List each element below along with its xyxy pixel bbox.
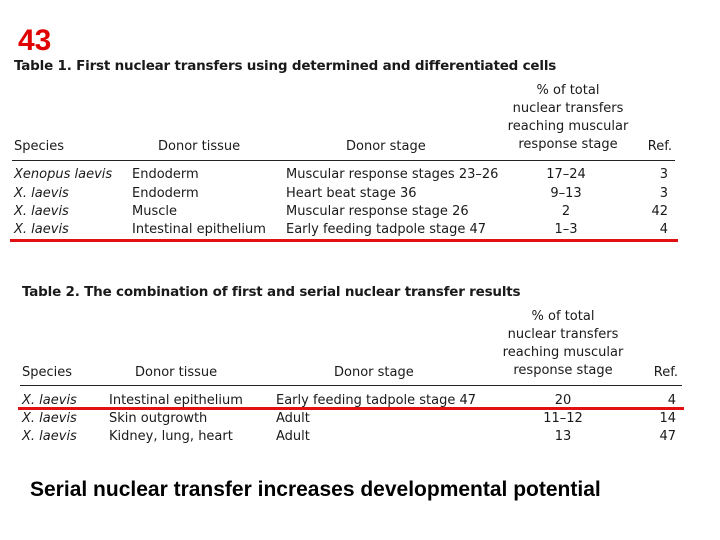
cell-donor-stage: Early feeding tadpole stage 47 (276, 393, 477, 408)
table-2-title: Table 2. The combination of first and se… (22, 284, 521, 300)
cell-species: X. laevis (22, 393, 77, 408)
header-line: reaching muscular (507, 119, 629, 134)
header-line: nuclear transfers (512, 101, 624, 116)
cell-donor-tissue: Muscle (132, 204, 177, 219)
cell-donor-tissue: Endoderm (132, 186, 199, 201)
cell-donor-stage: Muscular response stage 26 (286, 204, 469, 219)
cell-donor-tissue: Endoderm (132, 167, 199, 182)
cell-ref: 4 (659, 222, 668, 237)
header-line: response stage (518, 137, 618, 152)
table-1-header-donor-tissue: Donor tissue (158, 139, 241, 154)
cell-species: X. laevis (22, 411, 77, 426)
cell-donor-stage: Adult (276, 411, 310, 426)
table-2-highlight-line (18, 407, 684, 410)
cell-species: X. laevis (14, 186, 69, 201)
cell-percent: 11–12 (543, 411, 583, 426)
cell-donor-tissue: Kidney, lung, heart (109, 429, 233, 444)
cell-percent: 17–24 (546, 167, 586, 182)
table-1-highlight-line (10, 239, 678, 242)
table-2-header-ref: Ref. (653, 365, 678, 380)
cell-donor-stage: Muscular response stages 23–26 (286, 167, 499, 182)
cell-species: X. laevis (22, 429, 77, 444)
table-2-header-rule (20, 385, 682, 386)
slide-number: 43 (18, 24, 52, 57)
table-1-header-rule (12, 160, 675, 161)
cell-percent: 1–3 (554, 222, 578, 237)
table-1-header-percent: % of total nuclear transfers reaching mu… (508, 82, 629, 154)
header-line: nuclear transfers (507, 327, 619, 342)
cell-ref: 3 (659, 186, 668, 201)
cell-percent: 20 (554, 393, 572, 408)
cell-donor-tissue: Intestinal epithelium (132, 222, 266, 237)
slide-caption: Serial nuclear transfer increases develo… (30, 478, 601, 501)
table-2-header-donor-stage: Donor stage (334, 365, 414, 380)
cell-ref: 14 (659, 411, 676, 426)
cell-donor-stage: Adult (276, 429, 310, 444)
header-line: reaching muscular (502, 345, 624, 360)
cell-percent: 13 (554, 429, 572, 444)
cell-donor-tissue: Intestinal epithelium (109, 393, 243, 408)
table-1-header-ref: Ref. (647, 139, 672, 154)
table-2-header-species: Species (22, 365, 73, 380)
table-2-header-percent: % of total nuclear transfers reaching mu… (503, 308, 624, 380)
header-line: response stage (513, 363, 613, 378)
cell-species: X. laevis (14, 222, 69, 237)
cell-ref: 4 (667, 393, 676, 408)
cell-ref: 3 (659, 167, 668, 182)
table-1-title: Table 1. First nuclear transfers using d… (14, 58, 557, 74)
cell-species: X. laevis (14, 204, 69, 219)
header-line: % of total (536, 83, 600, 98)
cell-species: Xenopus laevis (14, 167, 113, 182)
cell-ref: 42 (651, 204, 668, 219)
cell-donor-stage: Early feeding tadpole stage 47 (286, 222, 487, 237)
table-1-header-donor-stage: Donor stage (346, 139, 426, 154)
cell-donor-tissue: Skin outgrowth (109, 411, 208, 426)
cell-percent: 9–13 (550, 186, 582, 201)
header-line: % of total (531, 309, 595, 324)
cell-percent: 2 (561, 204, 571, 219)
cell-donor-stage: Heart beat stage 36 (286, 186, 417, 201)
table-1-header-species: Species (14, 139, 65, 154)
table-2-header-donor-tissue: Donor tissue (135, 365, 218, 380)
cell-ref: 47 (659, 429, 676, 444)
